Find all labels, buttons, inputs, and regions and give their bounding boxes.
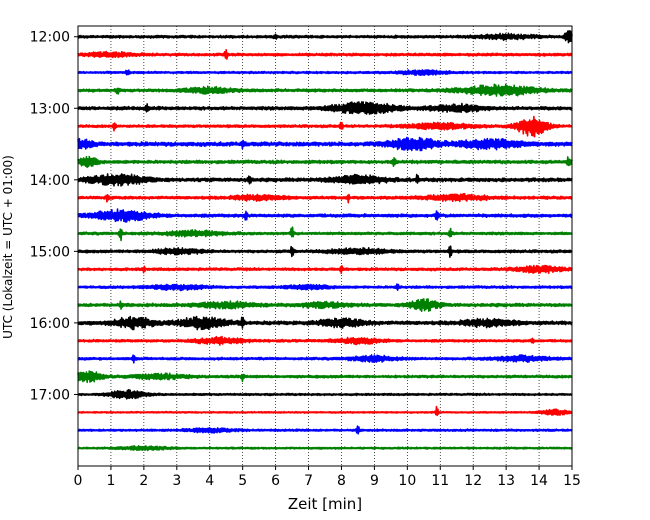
y-tick-label-0: 12:00 — [30, 30, 70, 46]
trace-group — [77, 30, 573, 452]
x-tick-label-5: 5 — [238, 473, 247, 489]
y-tick-label-4: 16:00 — [30, 316, 70, 332]
trace-1245 — [77, 83, 573, 97]
x-tick-label-1: 1 — [106, 473, 115, 489]
trace-1600 — [77, 315, 573, 331]
x-tick-label-2: 2 — [139, 473, 148, 489]
x-tick-label-0: 0 — [74, 473, 83, 489]
x-tick-label-14: 14 — [530, 473, 548, 489]
plot-area-frame — [77, 25, 573, 467]
x-tick-label-6: 6 — [271, 473, 280, 489]
y-tick-label-5: 17:00 — [30, 387, 70, 403]
y-axis-ticks: 12:00 13:00 14:00 15:00 16:00 17:00 — [30, 30, 78, 403]
trace-1330 — [77, 136, 573, 152]
trace-1530 — [77, 283, 573, 292]
trace-1300 — [77, 101, 573, 115]
y-tick-label-2: 14:00 — [30, 173, 70, 189]
trace-1200 — [77, 30, 573, 44]
trace-1645 — [77, 370, 573, 384]
trace-1215 — [77, 48, 573, 60]
trace-1545 — [77, 298, 573, 312]
trace-1745 — [77, 445, 573, 452]
trace-1615 — [77, 335, 573, 346]
y-axis-label: UTC (Lokalzeit = UTC + 01:00) — [1, 155, 15, 339]
x-axis-ticks: 0 1 2 3 4 5 6 7 8 9 10 11 12 13 14 15 — [74, 466, 581, 489]
trace-1345 — [77, 155, 573, 169]
trace-1230 — [77, 69, 573, 77]
x-tick-label-9: 9 — [370, 473, 379, 489]
trace-1315 — [77, 115, 573, 138]
trace-1730 — [77, 425, 573, 435]
x-tick-label-12: 12 — [464, 473, 482, 489]
x-tick-label-8: 8 — [337, 473, 346, 489]
x-axis-label: Zeit [min] — [288, 495, 362, 513]
x-tick-label-4: 4 — [205, 473, 214, 489]
trace-1500 — [77, 245, 573, 258]
trace-1700 — [77, 388, 573, 400]
x-tick-label-3: 3 — [172, 473, 181, 489]
y-tick-label-1: 13:00 — [30, 101, 70, 117]
trace-1430 — [77, 208, 573, 223]
x-tick-label-7: 7 — [304, 473, 313, 489]
x-tick-label-11: 11 — [431, 473, 449, 489]
x-tick-label-13: 13 — [497, 473, 515, 489]
trace-1715 — [77, 405, 573, 417]
trace-1445 — [77, 226, 573, 242]
trace-1515 — [77, 264, 573, 275]
vertical-grid — [110, 26, 540, 466]
trace-1415 — [77, 192, 573, 204]
x-tick-label-10: 10 — [398, 473, 416, 489]
y-tick-label-3: 15:00 — [30, 244, 70, 260]
trace-1400 — [77, 173, 573, 187]
trace-1630 — [77, 354, 573, 364]
x-tick-label-15: 15 — [563, 473, 581, 489]
